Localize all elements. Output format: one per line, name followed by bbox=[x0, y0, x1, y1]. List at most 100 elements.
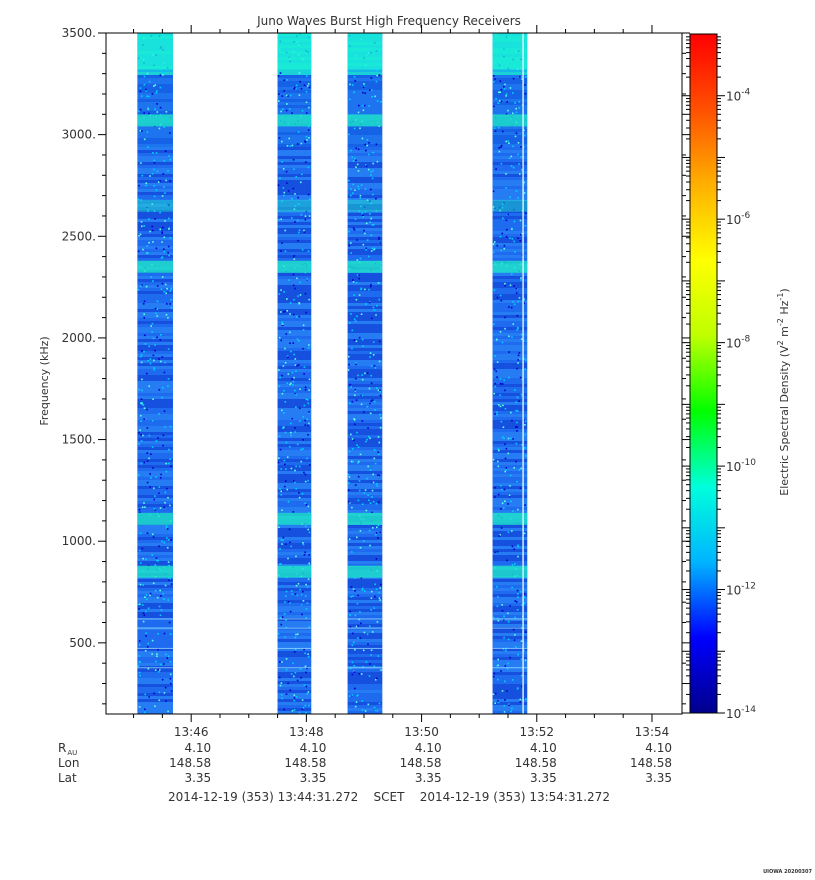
burst-speckle bbox=[163, 506, 165, 508]
burst-speckle bbox=[515, 409, 518, 412]
burst-speckle bbox=[515, 426, 517, 428]
burst-texture-strip bbox=[137, 654, 173, 657]
burst-speckle bbox=[357, 462, 359, 464]
burst-speckle bbox=[504, 649, 507, 652]
burst-speckle bbox=[369, 502, 372, 504]
burst-speckle bbox=[296, 594, 299, 597]
burst-texture-strip bbox=[277, 129, 312, 132]
burst-texture-strip bbox=[492, 699, 528, 702]
burst-speckle bbox=[158, 669, 161, 671]
burst-texture-strip bbox=[277, 315, 312, 318]
burst-texture-strip bbox=[137, 399, 173, 402]
burst-speckle bbox=[350, 460, 353, 463]
burst-texture-strip bbox=[137, 483, 173, 486]
burst-texture-strip bbox=[347, 450, 383, 453]
burst-speckle bbox=[301, 708, 304, 710]
burst-speckle bbox=[163, 410, 166, 412]
burst-texture-strip bbox=[347, 504, 383, 507]
ephemeris-row-label: Lat bbox=[58, 771, 77, 785]
burst-speckle bbox=[308, 704, 310, 707]
burst-texture-strip bbox=[347, 318, 383, 321]
burst-texture-strip bbox=[347, 411, 383, 414]
burst-texture-strip bbox=[277, 285, 312, 288]
burst-speckle bbox=[348, 133, 350, 136]
burst-speckle bbox=[138, 235, 140, 237]
burst-speckle bbox=[163, 291, 166, 293]
burst-speckle bbox=[379, 242, 381, 244]
burst-speckle bbox=[361, 589, 363, 591]
burst-speckle bbox=[163, 598, 165, 600]
burst-texture-strip bbox=[347, 594, 383, 597]
burst-texture-strip bbox=[347, 483, 383, 486]
ephemeris-value: 4.10 bbox=[300, 741, 327, 755]
burst-speckle bbox=[355, 159, 357, 162]
burst-speckle bbox=[169, 660, 172, 663]
burst-texture-strip bbox=[347, 636, 383, 639]
burst-texture-strip bbox=[492, 363, 528, 366]
burst-speckle bbox=[168, 564, 170, 567]
burst-speckle bbox=[517, 653, 519, 656]
burst-texture-strip bbox=[137, 555, 173, 558]
burst-speckle bbox=[139, 562, 142, 564]
burst-texture-strip bbox=[347, 447, 383, 450]
burst-speckle bbox=[298, 231, 300, 234]
burst-speckle bbox=[380, 669, 382, 671]
burst-speckle bbox=[282, 536, 285, 539]
burst-speckle bbox=[295, 487, 297, 490]
burst-speckle bbox=[505, 93, 508, 95]
burst-speckle bbox=[151, 322, 154, 325]
burst-speckle bbox=[368, 675, 371, 677]
burst-texture-strip bbox=[347, 696, 383, 699]
burst-texture-strip bbox=[277, 690, 312, 693]
burst-texture-strip bbox=[492, 624, 528, 627]
burst-speckle bbox=[362, 665, 364, 668]
burst-texture-strip bbox=[492, 477, 528, 480]
burst-speckle bbox=[150, 477, 152, 479]
burst-speckle bbox=[356, 694, 359, 696]
burst-speckle bbox=[282, 427, 284, 429]
burst-speckle bbox=[507, 452, 510, 455]
burst-speckle bbox=[372, 169, 374, 172]
burst-speckle bbox=[291, 371, 294, 374]
burst-speckle bbox=[303, 684, 306, 687]
burst-speckle bbox=[503, 202, 505, 204]
burst-texture-strip bbox=[277, 69, 312, 72]
burst-speckle bbox=[300, 181, 302, 184]
burst-speckle bbox=[366, 406, 369, 408]
burst-speckle bbox=[356, 602, 359, 605]
burst-texture-strip bbox=[492, 459, 528, 462]
burst-speckle bbox=[149, 230, 151, 233]
burst-texture-strip bbox=[137, 651, 173, 654]
burst-texture-strip bbox=[137, 630, 173, 633]
burst-speckle bbox=[368, 142, 370, 144]
burst-texture-strip bbox=[347, 528, 383, 531]
burst-speckle bbox=[518, 400, 520, 402]
burst-speckle bbox=[167, 496, 169, 499]
burst-texture-strip bbox=[492, 486, 528, 489]
burst-speckle bbox=[139, 129, 142, 132]
burst-texture-strip bbox=[492, 588, 528, 591]
burst-texture-strip bbox=[347, 501, 383, 504]
burst-texture-strip bbox=[277, 705, 312, 708]
burst-speckle bbox=[143, 407, 146, 409]
burst-speckle bbox=[289, 610, 292, 613]
burst-texture-strip bbox=[137, 183, 173, 186]
burst-speckle bbox=[170, 287, 172, 290]
burst-texture-strip bbox=[492, 288, 528, 291]
burst-texture-strip bbox=[277, 327, 312, 330]
burst-speckle bbox=[350, 586, 353, 588]
burst-speckle bbox=[147, 564, 150, 567]
burst-speckle bbox=[169, 633, 172, 635]
burst-speckle bbox=[504, 284, 506, 287]
burst-speckle bbox=[373, 248, 375, 251]
burst-speckle bbox=[510, 411, 512, 414]
burst-speckle bbox=[523, 192, 526, 194]
burst-texture-strip bbox=[137, 69, 173, 72]
burst-speckle bbox=[158, 671, 160, 673]
burst-speckle bbox=[160, 473, 162, 476]
burst-speckle bbox=[497, 448, 500, 450]
burst-speckle bbox=[361, 212, 363, 214]
burst-speckle bbox=[504, 665, 507, 667]
burst-texture-strip bbox=[492, 603, 528, 606]
burst-speckle bbox=[517, 508, 519, 511]
